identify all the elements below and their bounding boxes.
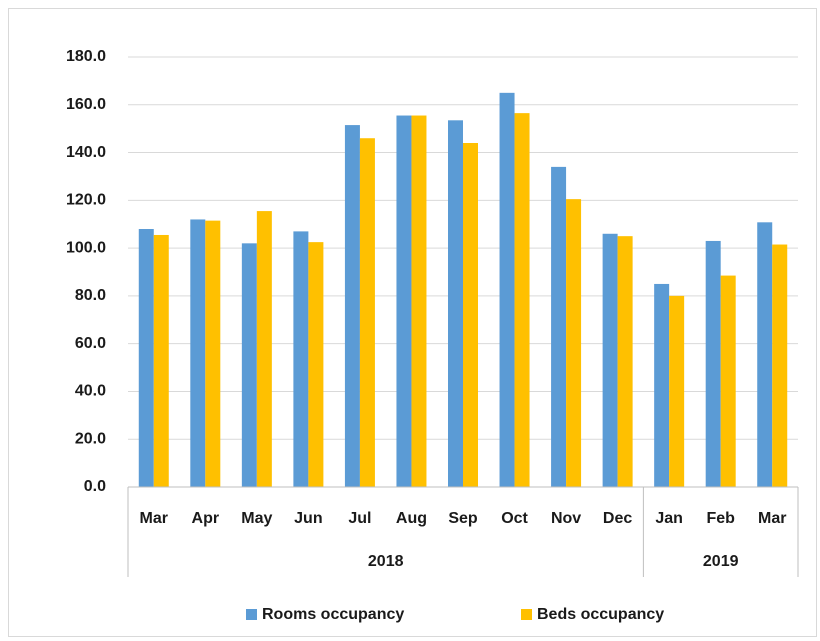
bar xyxy=(448,120,463,488)
x-tick-label: May xyxy=(241,510,272,527)
y-tick-label: 80.0 xyxy=(75,287,106,304)
x-tick-label: Feb xyxy=(706,510,735,527)
x-tick-label: Jul xyxy=(348,510,371,527)
x-tick-label: Mar xyxy=(758,510,786,527)
y-tick-label: 160.0 xyxy=(66,96,106,113)
bar xyxy=(617,236,633,487)
bar xyxy=(344,125,360,487)
bar xyxy=(138,229,154,487)
group-label: 2019 xyxy=(703,553,739,570)
bar xyxy=(190,219,206,487)
y-tick-label: 20.0 xyxy=(75,430,106,447)
bar xyxy=(720,275,736,487)
bar xyxy=(654,283,670,487)
bar xyxy=(566,199,582,487)
x-tick-label: Apr xyxy=(192,510,220,527)
y-tick-label: 100.0 xyxy=(66,239,106,256)
y-tick-label: 60.0 xyxy=(75,335,106,352)
y-tick-label: 120.0 xyxy=(66,192,106,209)
x-tick-label: Aug xyxy=(396,510,427,527)
y-tick-label: 180.0 xyxy=(66,48,106,65)
bar xyxy=(396,115,412,488)
group-label: 2018 xyxy=(368,553,404,570)
bar xyxy=(293,231,309,487)
x-tick-label: Dec xyxy=(603,510,632,527)
bar xyxy=(772,244,788,487)
legend-label: Beds occupancy xyxy=(537,606,664,623)
bar xyxy=(308,242,324,487)
y-tick-label: 140.0 xyxy=(66,144,106,161)
bar xyxy=(602,233,618,487)
bar xyxy=(757,222,773,488)
x-tick-label: Jan xyxy=(655,510,683,527)
x-tick-label: Mar xyxy=(140,510,168,527)
bar xyxy=(205,220,221,487)
bar xyxy=(669,295,685,487)
x-tick-label: Nov xyxy=(551,510,581,527)
bar xyxy=(153,234,169,487)
bar xyxy=(463,143,478,487)
bar xyxy=(514,113,530,487)
y-tick-label: 40.0 xyxy=(75,383,106,400)
bar xyxy=(359,138,375,487)
x-tick-label: Sep xyxy=(448,510,478,527)
legend-swatch xyxy=(521,609,532,620)
x-tick-label: Jun xyxy=(294,510,322,527)
x-tick-label: Oct xyxy=(501,510,528,527)
bar xyxy=(551,166,567,487)
bar xyxy=(241,243,257,487)
bar xyxy=(256,211,272,488)
legend-label: Rooms occupancy xyxy=(262,606,404,623)
bar xyxy=(411,115,427,488)
y-tick-label: 0.0 xyxy=(84,478,106,495)
bar xyxy=(499,92,515,487)
bar xyxy=(705,240,721,487)
legend-swatch xyxy=(246,609,257,620)
